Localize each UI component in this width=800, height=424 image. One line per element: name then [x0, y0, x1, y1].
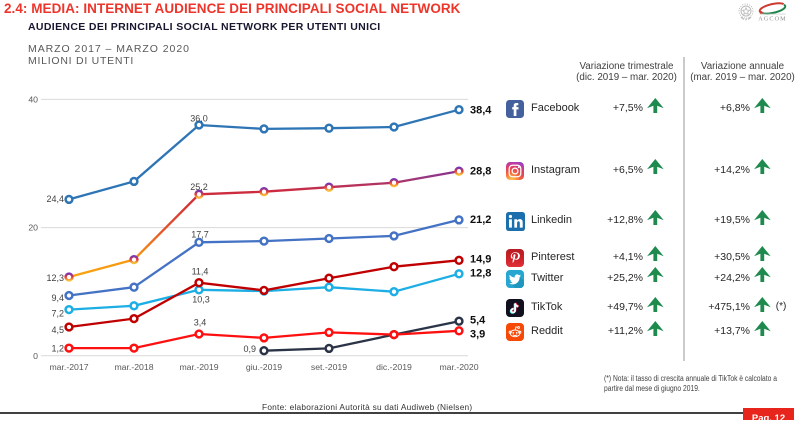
svg-text:40: 40 [28, 94, 38, 104]
svg-text:AGCOM: AGCOM [758, 15, 787, 22]
svg-text:9,4: 9,4 [51, 293, 64, 303]
svg-text:giu.-2019: giu.-2019 [246, 362, 282, 372]
svg-text:36,0: 36,0 [190, 114, 208, 124]
svg-text:11,4: 11,4 [192, 267, 209, 277]
svg-text:mar.-2018: mar.-2018 [114, 362, 153, 372]
svg-text:28,8: 28,8 [470, 166, 491, 178]
svg-text:mar.-2017: mar.-2017 [49, 362, 88, 372]
svg-text:1,2: 1,2 [51, 343, 64, 353]
svg-text:3,9: 3,9 [470, 329, 485, 341]
svg-text:mar.-2020: mar.-2020 [439, 362, 478, 372]
svg-text:12,3: 12,3 [46, 273, 64, 283]
svg-text:dic.-2019: dic.-2019 [376, 362, 412, 372]
svg-text:14,9: 14,9 [470, 254, 491, 266]
svg-text:0,9: 0,9 [243, 344, 256, 354]
svg-text:20: 20 [28, 223, 38, 233]
svg-text:12,8: 12,8 [470, 268, 491, 280]
svg-text:25,2: 25,2 [190, 182, 208, 192]
svg-text:0: 0 [33, 351, 38, 361]
svg-text:3,4: 3,4 [194, 318, 207, 328]
svg-text:5,4: 5,4 [470, 315, 486, 327]
svg-text:mar.-2019: mar.-2019 [179, 362, 218, 372]
svg-text:7,2: 7,2 [51, 309, 64, 319]
svg-text:4,5: 4,5 [51, 325, 64, 335]
svg-text:21,2: 21,2 [470, 214, 491, 226]
svg-text:set.-2019: set.-2019 [311, 362, 347, 372]
svg-text:17,7: 17,7 [191, 230, 209, 240]
svg-text:24,4: 24,4 [46, 194, 64, 204]
svg-text:38,4: 38,4 [470, 105, 492, 117]
svg-text:10,3: 10,3 [192, 295, 210, 305]
